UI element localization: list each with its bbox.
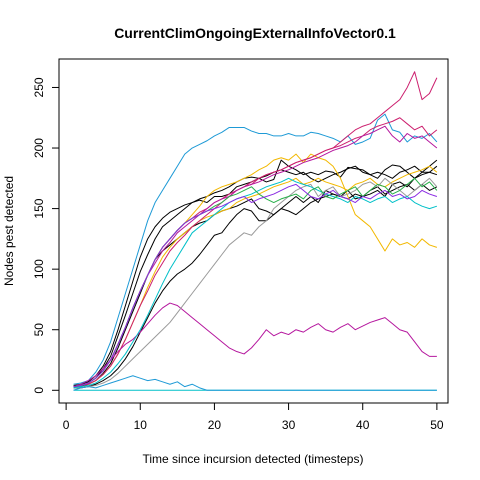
series-line-9 [73, 117, 438, 388]
series-line-17 [73, 183, 438, 388]
y-axis: 0 50 100 150 200 250 [32, 77, 60, 394]
series-line-13 [73, 177, 438, 389]
y-tick-label: 200 [32, 138, 46, 158]
series-line-2 [73, 165, 438, 386]
series-line-6 [73, 153, 438, 388]
plot-frame [58, 58, 449, 404]
series-line-12 [73, 177, 438, 389]
series-line-4 [73, 183, 438, 389]
x-tick-label: 10 [134, 418, 148, 432]
series-line-10 [73, 302, 437, 388]
chart-title: CurrentClimOngoingExternalInfoVector0.1 [114, 25, 396, 41]
series-line-5 [73, 165, 438, 389]
series-line-15 [73, 375, 437, 391]
y-tick-label: 250 [32, 77, 46, 97]
x-axis: 0 10 20 30 40 50 [63, 402, 444, 432]
series-line-8 [73, 71, 438, 388]
x-axis-label: Time since incursion detected (timesteps… [143, 452, 364, 466]
x-tick-label: 40 [356, 418, 370, 432]
y-tick-label: 150 [32, 198, 46, 218]
series-layer [73, 71, 438, 391]
series-line-3 [73, 159, 438, 388]
series-line-7 [73, 165, 438, 388]
x-tick-label: 20 [208, 418, 222, 432]
x-tick-label: 50 [430, 418, 444, 432]
y-tick-label: 50 [32, 323, 46, 337]
series-line-1 [73, 113, 438, 385]
y-tick-label: 0 [32, 387, 46, 394]
y-axis-label: Nodes pest detected [2, 176, 16, 286]
y-tick-label: 100 [32, 259, 46, 279]
x-tick-label: 0 [63, 418, 70, 432]
x-tick-label: 30 [282, 418, 296, 432]
series-line-11 [73, 125, 438, 388]
